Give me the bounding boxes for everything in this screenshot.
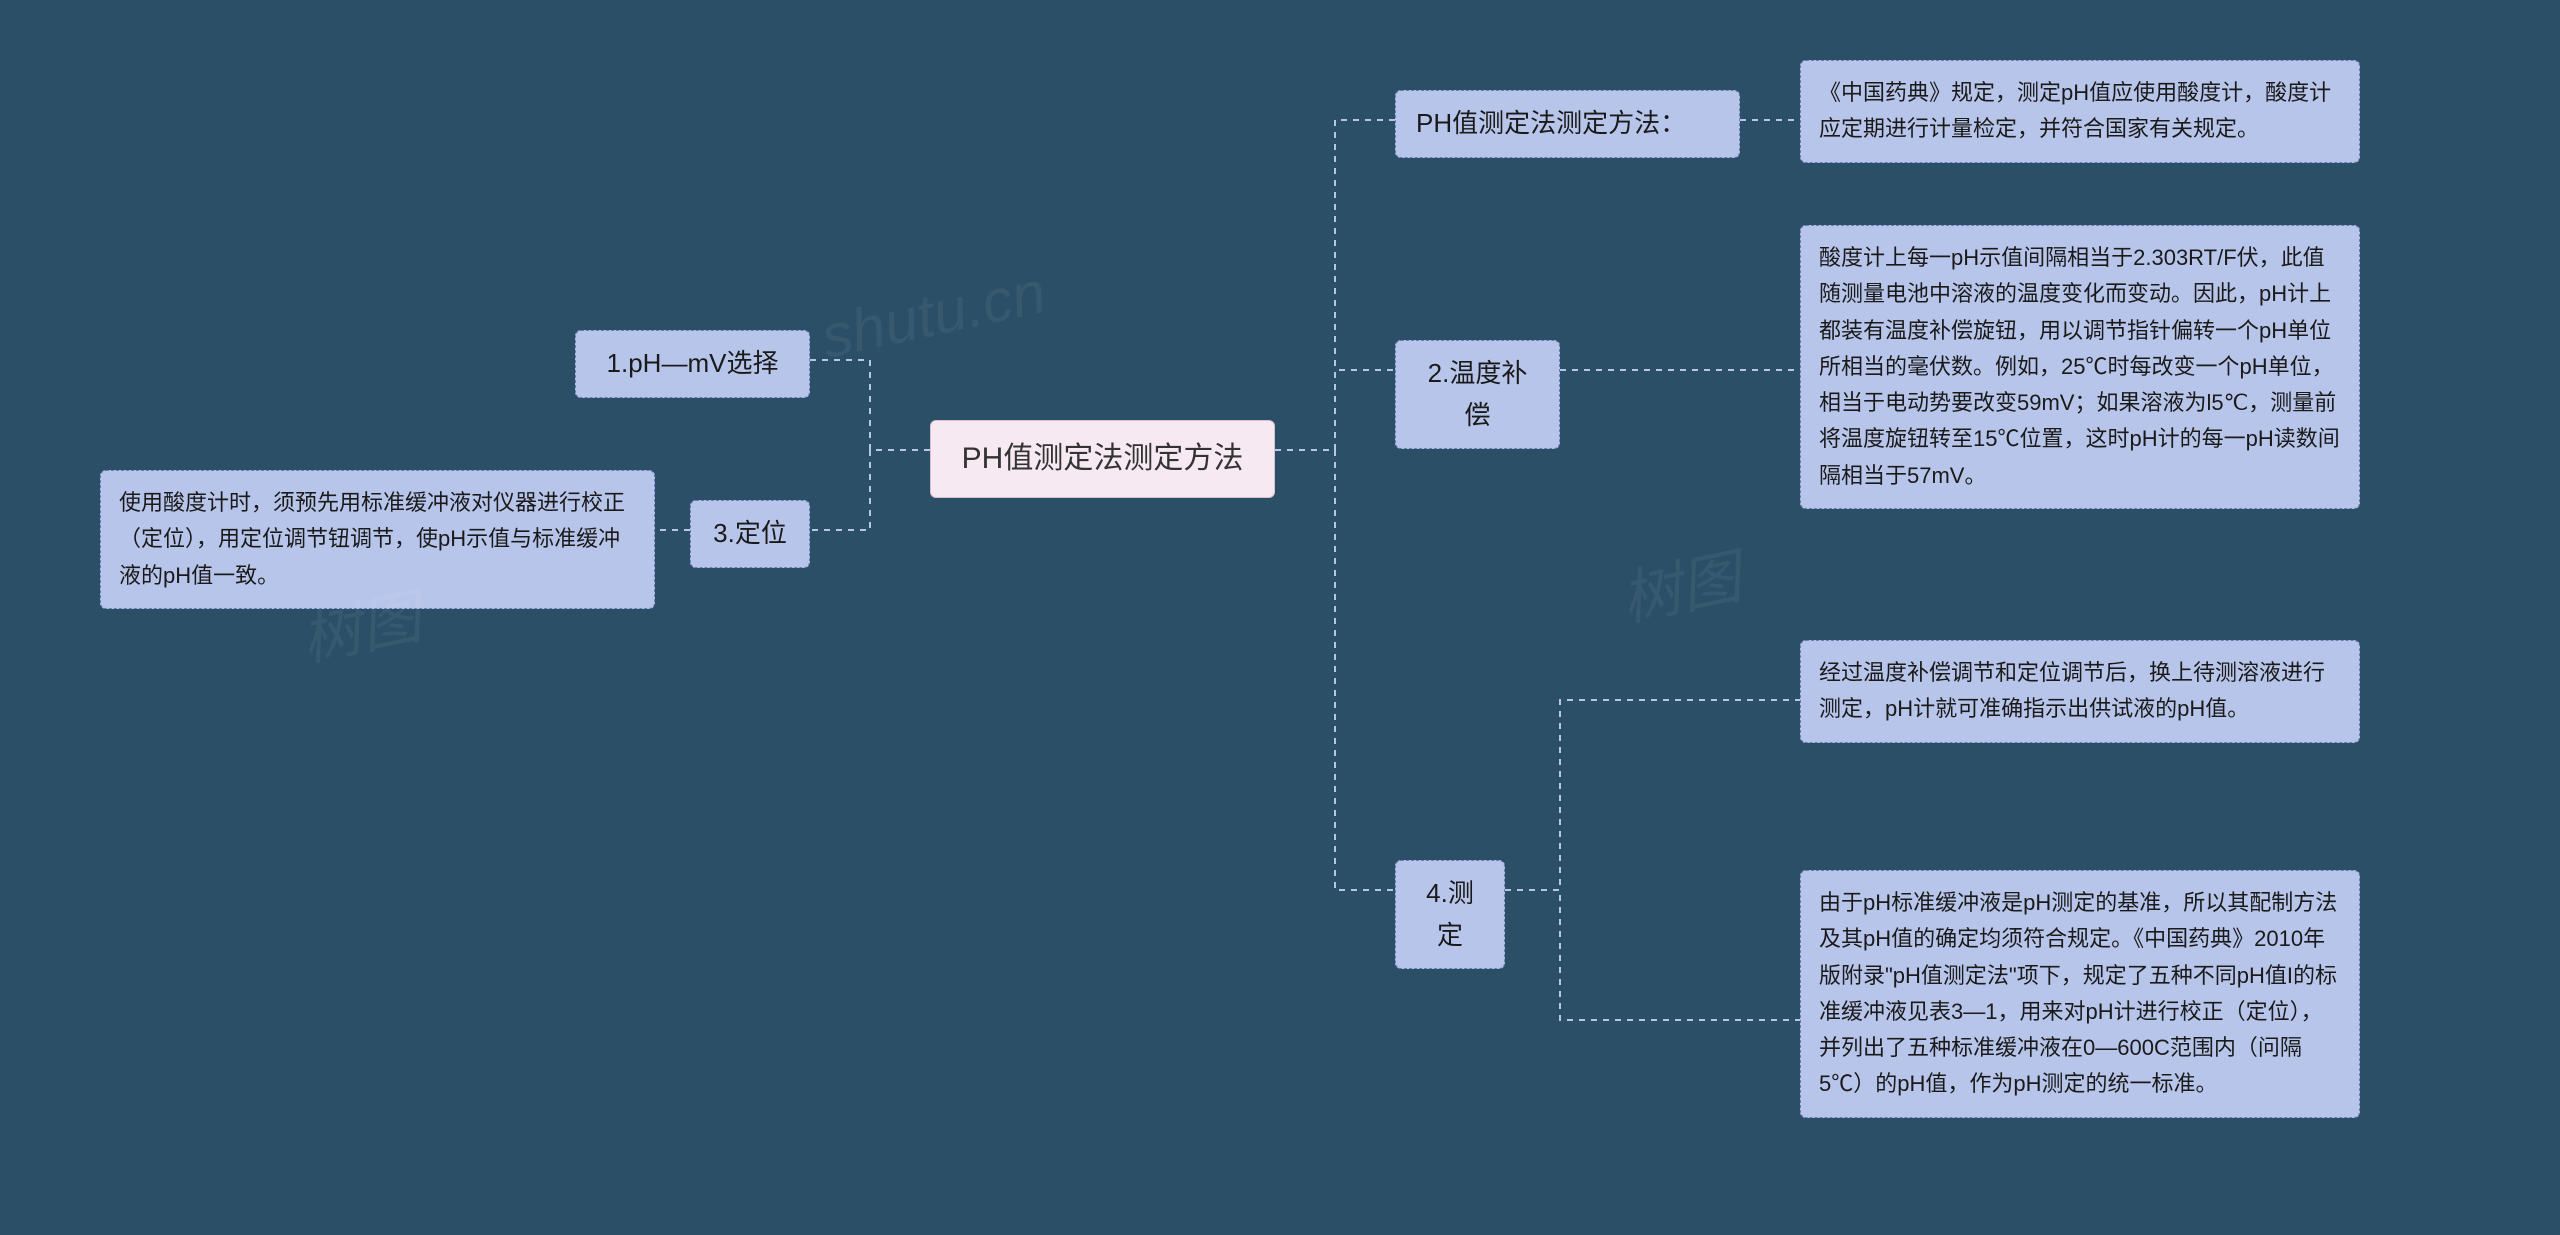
conn-root-r2 xyxy=(1275,370,1395,450)
branch-l2-label: 3.定位 xyxy=(713,518,787,548)
leaf-r3a: 经过温度补偿调节和定位调节后，换上待测溶液进行测定，pH计就可准确指示出供试液的… xyxy=(1800,640,2360,743)
leaf-l2a: 使用酸度计时，须预先用标准缓冲液对仪器进行校正（定位），用定位调节钮调节，使pH… xyxy=(100,470,655,609)
branch-l1: 1.pH—mV选择 xyxy=(575,330,810,398)
branch-r2: 2.温度补偿 xyxy=(1395,340,1560,449)
branch-r1-label: PH值测定法测定方法： xyxy=(1416,108,1686,138)
leaf-r1a-text: 《中国药典》规定，测定pH值应使用酸度计，酸度计应定期进行计量检定，并符合国家有… xyxy=(1819,80,2331,141)
watermark-3: 树图 xyxy=(1612,528,1747,638)
leaf-r1a: 《中国药典》规定，测定pH值应使用酸度计，酸度计应定期进行计量检定，并符合国家有… xyxy=(1800,60,2360,163)
branch-r3-label: 4.测定 xyxy=(1426,878,1474,950)
conn-r3-r3b xyxy=(1505,890,1800,1020)
conn-root-l1 xyxy=(810,360,930,450)
branch-r3: 4.测定 xyxy=(1395,860,1505,969)
leaf-r3a-text: 经过温度补偿调节和定位调节后，换上待测溶液进行测定，pH计就可准确指示出供试液的… xyxy=(1819,660,2325,721)
root-label: PH值测定法测定方法 xyxy=(962,442,1244,475)
watermark-1: shutu.cn xyxy=(815,257,1051,372)
conn-r3-r3a xyxy=(1505,700,1800,890)
watermark-1-text: shutu.cn xyxy=(816,258,1052,371)
branch-r1: PH值测定法测定方法： xyxy=(1395,90,1740,158)
conn-root-r1 xyxy=(1275,120,1395,450)
leaf-r3b-text: 由于pH标准缓冲液是pH测定的基准，所以其配制方法及其pH值的确定均须符合规定。… xyxy=(1819,890,2337,1096)
conn-root-l2 xyxy=(810,450,930,530)
conn-root-r3 xyxy=(1275,450,1395,890)
branch-r2-label: 2.温度补偿 xyxy=(1428,358,1528,430)
leaf-r2a-text: 酸度计上每一pH示值间隔相当于2.303RT/F伏，此值随测量电池中溶液的温度变… xyxy=(1819,245,2340,488)
watermark-3-text: 树图 xyxy=(1615,543,1746,633)
leaf-r2a: 酸度计上每一pH示值间隔相当于2.303RT/F伏，此值随测量电池中溶液的温度变… xyxy=(1800,225,2360,509)
branch-l2: 3.定位 xyxy=(690,500,810,568)
leaf-l2a-text: 使用酸度计时，须预先用标准缓冲液对仪器进行校正（定位），用定位调节钮调节，使pH… xyxy=(119,490,625,588)
root-node: PH值测定法测定方法 xyxy=(930,420,1275,498)
branch-l1-label: 1.pH—mV选择 xyxy=(607,348,779,378)
leaf-r3b: 由于pH标准缓冲液是pH测定的基准，所以其配制方法及其pH值的确定均须符合规定。… xyxy=(1800,870,2360,1118)
